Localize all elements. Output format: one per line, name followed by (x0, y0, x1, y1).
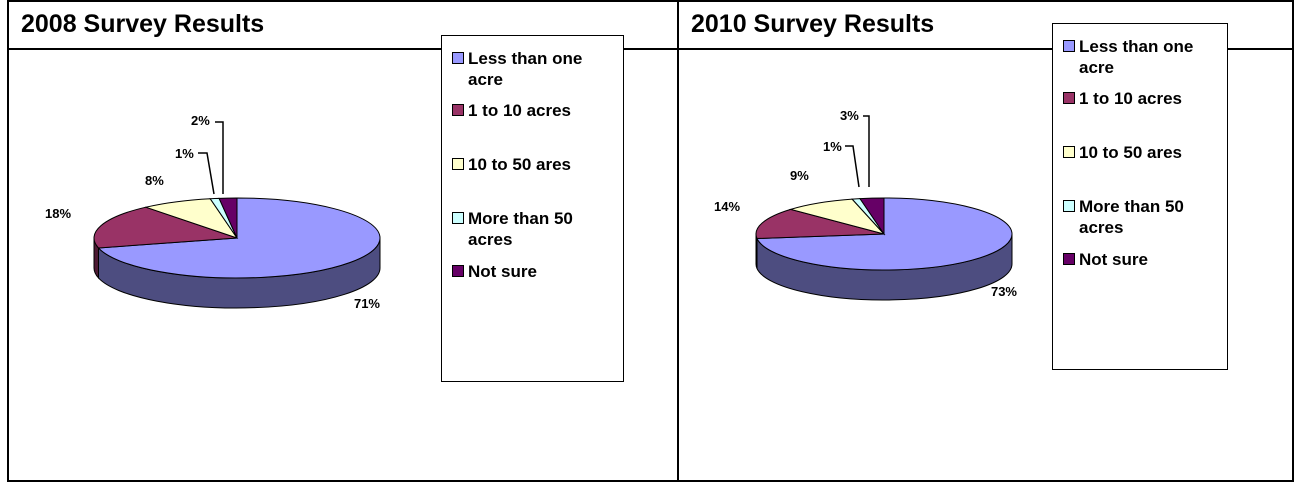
legend-swatch (452, 212, 464, 224)
leader-line (863, 115, 870, 187)
pie-slice-less-than-one-acre (97, 197, 381, 279)
leader-line (845, 145, 860, 188)
chart-panel-2008: 2008 Survey Results 71% 18% 8% 1% 2% Less th… (7, 0, 679, 482)
pie-slice-1-to-10-acres (93, 206, 238, 249)
data-label: 2% (191, 113, 210, 128)
legend-swatch (452, 158, 464, 170)
data-label: 18% (45, 206, 71, 221)
legend-swatch (452, 52, 464, 64)
leader-line (198, 152, 215, 195)
legend-swatch (1063, 40, 1075, 52)
leader-line (215, 121, 224, 194)
pie-slice-not-sure (859, 197, 885, 236)
legend-label: 1 to 10 acres (468, 101, 572, 120)
legend-label: Not sure (1079, 250, 1148, 269)
data-label: 8% (145, 173, 164, 188)
pie-slice-1-to-10-acres (755, 208, 885, 240)
data-label: 73% (991, 284, 1017, 299)
pie-chart-2010: 73% 14% 9% 1% 3% (714, 108, 1017, 301)
pie-chart-2008: 71% 18% 8% 1% 2% (45, 113, 381, 311)
legend-swatch (1063, 146, 1075, 158)
data-label: 71% (354, 296, 380, 311)
legend-swatch (1063, 92, 1075, 104)
legend-swatch (452, 104, 464, 116)
legend-label: Less than one acre (468, 49, 583, 89)
data-label: 1% (823, 139, 842, 154)
data-label: 9% (790, 168, 809, 183)
legend-label: More than 50 acres (1079, 197, 1184, 237)
legend-label: 10 to 50 ares (1079, 143, 1183, 162)
legend-label: Not sure (468, 262, 537, 281)
data-label: 3% (840, 108, 859, 123)
data-label: 1% (175, 146, 194, 161)
legend-label: 1 to 10 acres (1079, 89, 1183, 108)
chart-title: 2010 Survey Results (679, 2, 1292, 50)
legend-swatch (1063, 200, 1075, 212)
chart-panel-2010: 2010 Survey Results 73% 14% 9% 1% 3% Less th… (677, 0, 1294, 482)
legend-2010: Less than one acre 1 to 10 acres 10 to 50 a… (1052, 23, 1228, 370)
legend-label: More than 50 acres (468, 209, 573, 249)
legend-label: 10 to 50 ares (468, 155, 572, 174)
pie-slice-not-sure (218, 197, 238, 239)
legend-swatch (452, 265, 464, 277)
legend-label: Less than one acre (1079, 37, 1194, 77)
chart-title: 2008 Survey Results (9, 2, 677, 50)
legend-swatch (1063, 253, 1075, 265)
data-label: 14% (714, 199, 740, 214)
legend-2008: Less than one acre 1 to 10 acres 10 to 50 a… (441, 35, 624, 382)
